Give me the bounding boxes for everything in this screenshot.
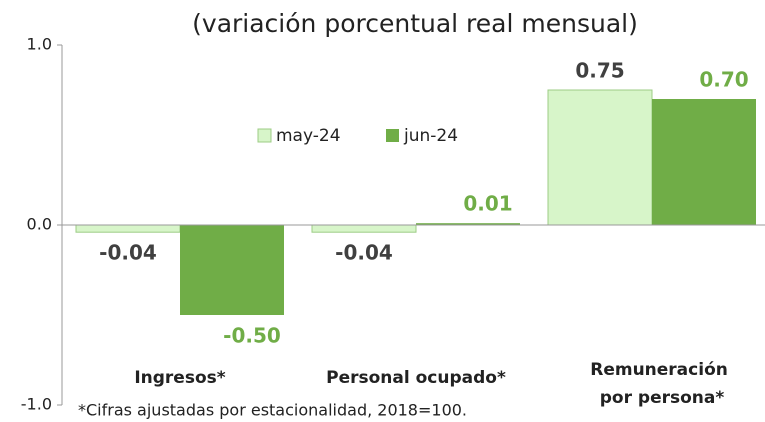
legend-label: jun-24 (403, 126, 458, 146)
value-label: 0.01 (463, 192, 512, 216)
value-label: -0.50 (223, 324, 281, 348)
legend-label: may-24 (276, 126, 341, 146)
bar (75, 224, 181, 233)
y-tick-label: 1.0 (27, 35, 52, 54)
value-label: -0.04 (335, 241, 393, 265)
bar (180, 225, 284, 315)
legend-swatch (386, 129, 399, 142)
bar (652, 99, 756, 225)
y-tick-label: -1.0 (21, 395, 52, 414)
bar (416, 223, 520, 225)
y-tick-label: 0.0 (27, 215, 52, 234)
value-label: 0.70 (699, 68, 748, 92)
label-line: por persona* (600, 388, 725, 408)
x-tick-label: Remuneración por persona* (590, 360, 734, 408)
x-tick-label: Ingresos* (134, 368, 225, 388)
bar (311, 224, 417, 233)
legend-swatch (257, 128, 272, 143)
value-label: 0.75 (575, 59, 624, 83)
x-tick-label: Personal ocupado* (326, 368, 506, 388)
footnote: *Cifras ajustadas por estacionalidad, 20… (78, 401, 467, 420)
chart-title: (variación porcentual real mensual) (192, 9, 638, 38)
label-line: Remuneración (590, 360, 734, 380)
bar (547, 89, 653, 226)
value-label: -0.04 (99, 241, 157, 265)
